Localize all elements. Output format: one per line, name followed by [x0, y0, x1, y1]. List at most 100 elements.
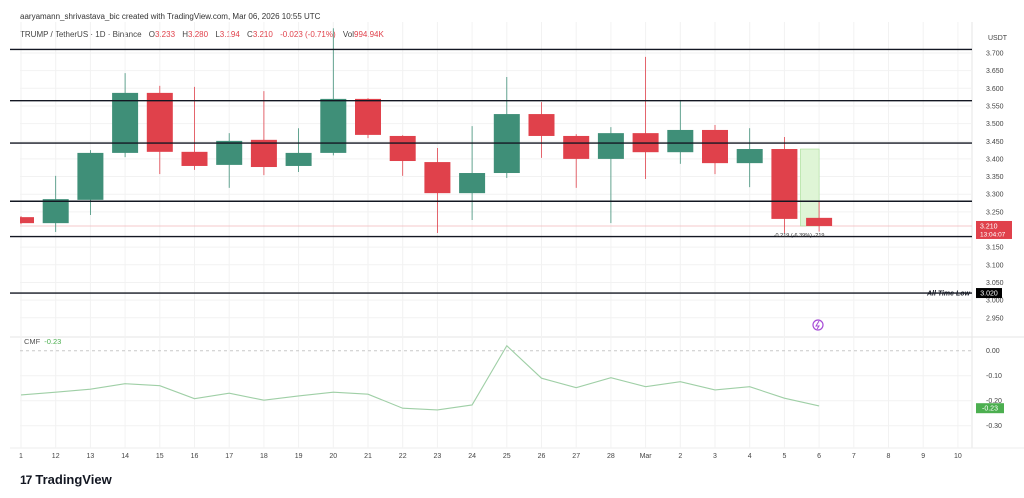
candle-up[interactable] [459, 126, 486, 220]
candle-down[interactable] [181, 86, 208, 170]
candle-down[interactable] [632, 56, 659, 180]
candle-down[interactable] [563, 134, 590, 188]
low-value: 3.194 [219, 30, 240, 39]
change-value: -0.023 (-0.71%) [280, 30, 336, 39]
candle-body [285, 152, 312, 166]
price-tick-label: 3.250 [986, 209, 1004, 216]
candle-down[interactable] [771, 137, 798, 234]
symbol-legend: TRUMP / TetherUS · 1D · Binance O3.233 H… [20, 30, 384, 39]
x-tick-label: 24 [468, 453, 476, 460]
candle-up[interactable] [736, 128, 763, 188]
candle-body [355, 98, 381, 135]
symbol-title[interactable]: TRUMP / TetherUS · 1D · Binance [20, 30, 142, 39]
candle-body [77, 152, 104, 200]
cmf-value: -0.23 [44, 337, 62, 346]
x-tick-label: 1 [19, 453, 23, 460]
candle-down[interactable] [250, 91, 277, 176]
cmf-value-badge-text: -0.23 [982, 406, 998, 413]
cmf-title[interactable]: CMF [24, 337, 41, 346]
x-tick-label: 26 [538, 453, 546, 460]
price-tick-label: 3.550 [986, 103, 1004, 110]
candle-down[interactable] [389, 135, 416, 176]
candle-body [667, 129, 694, 153]
x-tick-label: 9 [921, 453, 925, 460]
x-tick-label: 4 [748, 453, 752, 460]
price-tick-label: 3.000 [986, 298, 1004, 305]
all-time-low-value: 3.020 [980, 291, 998, 298]
open-value: 3.233 [155, 30, 176, 39]
close-value: 3.210 [252, 30, 273, 39]
price-tick-label: 3.100 [986, 262, 1004, 269]
currency-label: USDT [988, 35, 1008, 42]
candle-body [528, 114, 555, 136]
candle-body [597, 133, 624, 159]
candle-up[interactable] [112, 73, 139, 158]
price-tick-label: 3.300 [986, 192, 1004, 199]
x-tick-label: 22 [399, 453, 407, 460]
price-tick-label: 3.150 [986, 245, 1004, 252]
cmf-tick-label: 0.00 [986, 348, 1000, 355]
candle-body [112, 92, 139, 153]
cmf-tick-label: -0.10 [986, 373, 1002, 380]
x-tick-label: 21 [364, 453, 372, 460]
replay-icon[interactable] [812, 319, 824, 331]
cmf-value-badge [976, 403, 1004, 414]
candle-down[interactable] [806, 201, 833, 232]
price-tick-label: 3.400 [986, 156, 1004, 163]
candle-body [20, 217, 34, 224]
candle-down[interactable] [355, 98, 381, 139]
price-tick-label: 2.950 [986, 315, 1004, 322]
price-tick-label: 3.350 [986, 174, 1004, 181]
candle-down[interactable] [424, 147, 451, 234]
all-time-low-badge [976, 288, 1002, 299]
close-label: C [247, 30, 253, 39]
candle-up[interactable] [493, 77, 520, 178]
candle-body [320, 98, 347, 153]
x-tick-label: Mar [640, 453, 653, 460]
x-tick-label: 20 [329, 453, 337, 460]
range-measure-box[interactable] [800, 148, 820, 227]
tradingview-logo-icon: 17 [20, 472, 32, 487]
candle-up[interactable] [285, 128, 312, 172]
price-tick-label: 3.700 [986, 51, 1004, 58]
high-label: H [182, 30, 189, 39]
candle-down[interactable] [702, 125, 728, 175]
cmf-line[interactable] [20, 344, 820, 411]
x-tick-label: 13 [87, 453, 95, 460]
volume-value: 994.94K [354, 30, 384, 39]
candle-up[interactable] [42, 175, 69, 232]
cmf-legend: CMF -0.23 [24, 337, 61, 346]
candle-body [563, 135, 590, 159]
cmf-tick-label: -0.30 [986, 423, 1002, 430]
candle-down[interactable] [20, 216, 34, 225]
open-label: O [148, 30, 155, 39]
candle-up[interactable] [216, 133, 243, 188]
candle-up[interactable] [77, 150, 104, 216]
candle-body [42, 199, 69, 224]
candle-body [424, 162, 451, 194]
x-tick-label: 23 [434, 453, 442, 460]
candle-up[interactable] [320, 28, 347, 156]
x-tick-label: 27 [572, 453, 580, 460]
candle-body [459, 173, 486, 194]
candle-down[interactable] [528, 102, 555, 158]
price-tick-label: 3.650 [986, 68, 1004, 75]
candle-up[interactable] [667, 99, 694, 164]
bar-countdown: 13:04:07 [980, 231, 1006, 238]
candle-body [216, 140, 243, 165]
all-time-low-label: All Time Low [926, 291, 971, 298]
x-tick-label: 7 [852, 453, 856, 460]
tradingview-logo: 17 TradingView [20, 472, 112, 487]
x-tick-label: 18 [260, 453, 268, 460]
x-tick-label: 5 [782, 453, 786, 460]
candle-body [389, 135, 416, 162]
x-tick-label: 16 [191, 453, 199, 460]
x-tick-label: 12 [52, 453, 60, 460]
brand-name: TradingView [35, 472, 112, 487]
volume-label: Vol [342, 30, 355, 39]
candle-down[interactable] [146, 85, 173, 175]
x-tick-label: 15 [156, 453, 164, 460]
candle-up[interactable] [597, 127, 624, 224]
range-measure-label: -0.219 (-6.39%) -219 [774, 233, 825, 239]
